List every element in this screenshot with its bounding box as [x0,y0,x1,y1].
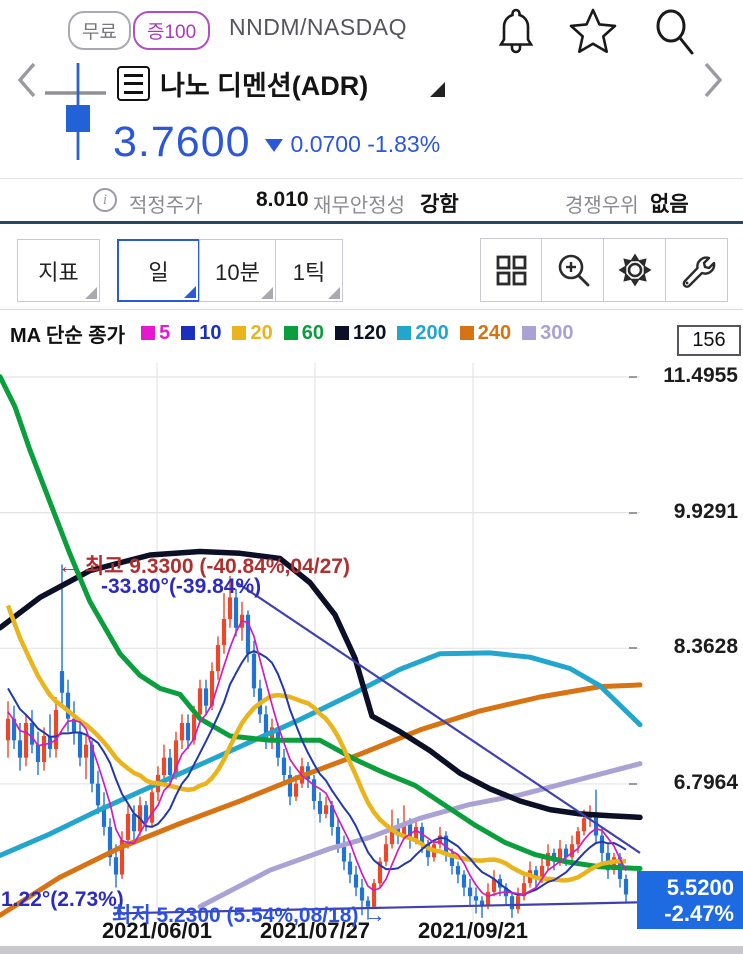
daily-interval-button[interactable]: 일 [117,239,200,302]
ma-period-label: 200 [415,321,449,344]
ma-legend-title: MA 단순 종가 [10,324,126,347]
low-annotation: 최저 5.2300 (5.54%,08/18) → [112,904,386,927]
prev-stock-chevron-icon[interactable] [14,60,40,100]
ma-legend-item-20: 20 [232,321,273,345]
up-angle-annotation: 1.22°(2.73%) [1,888,124,911]
stock-list-icon[interactable] [117,66,150,101]
divider [0,309,743,310]
next-stock-chevron-icon[interactable] [700,60,726,100]
margin-badge: 증100 [133,11,211,50]
zoom-in-icon[interactable] [542,238,604,302]
stock-name-dropdown-icon[interactable] [430,82,445,97]
badge-price: 5.5200 [666,875,734,900]
ma-legend-item-60: 60 [283,321,324,345]
ten-min-interval-button[interactable]: 10분 [199,239,276,302]
down-angle-annotation: -33.80°(-39.84%) [101,575,262,598]
price-row: 3.7600 0.0700 -1.83% [113,112,440,172]
one-tick-interval-button[interactable]: 1틱 [275,239,343,302]
search-icon[interactable] [647,6,699,58]
ticker-symbol: NNDM/NASDAQ [229,14,408,40]
ma-period-label: 60 [301,321,324,344]
y-axis-tick [629,376,637,378]
high-annotation: ← 최고 9.3300 (-40.84%,04/27) [58,555,350,578]
y-axis-label: 6.7964 [673,770,738,794]
settings-gear-icon[interactable] [604,238,666,302]
y-axis-label: 9.9291 [673,499,738,523]
price-down-arrow-icon [264,138,283,152]
notification-bell-icon[interactable] [493,6,539,58]
divider [0,178,743,179]
bottom-divider-bar [0,946,743,954]
top-bar: 무료 증100 NNDM/NASDAQ [0,0,743,58]
stability-label: 재무안정성 [313,195,405,217]
fair-price-label: 적정주가 [129,195,203,217]
price-chart[interactable] [0,355,743,948]
current-price: 3.7600 [113,117,251,166]
indicator-button[interactable]: 지표 [17,239,100,302]
badge-change: -2.47% [664,901,734,926]
ma-legend-item-120: 120 [334,321,387,345]
advantage-label: 경쟁우위 [565,195,639,217]
favorite-star-icon[interactable] [567,6,619,58]
fundamentals-row: i 적정주가 8.010 재무안정성 강함 경쟁우위 없음 [0,179,743,224]
ma-legend-item-300: 300 [522,322,573,345]
ma-period-label: 300 [540,321,574,344]
ma-color-chip [397,326,412,340]
price-change: 0.0700 -1.83% [290,130,441,157]
ma-legend-item-10: 10 [181,322,221,345]
ma-period-label: 5 [159,321,171,344]
ma-legend: MA 단순 종가 5 10 20 60 120 200 240 300 [10,318,584,348]
ma-color-chip [459,326,474,340]
layout-grid-icon[interactable] [480,238,542,302]
ma-period-label: 240 [477,321,512,344]
candlestick-logo-icon [44,60,108,164]
ma-color-chip [522,326,537,340]
chart-tools [480,238,728,302]
free-badge: 무료 [68,11,131,50]
current-price-badge: 5.5200 -2.47% [637,871,743,929]
x-axis-label: 2021/09/21 [417,918,529,943]
ma-legend-items: 5 10 20 60 120 200 240 300 [141,322,584,345]
advantage-value: 없음 [650,193,689,216]
ma-period-label: 10 [199,321,222,344]
y-axis-tick [629,647,637,650]
y-axis-label: 8.3628 [673,635,738,659]
x-axis-label: 2021/07/27 [259,918,371,943]
ma-legend-item-200: 200 [397,321,449,345]
ma-period-label: 20 [250,321,273,344]
info-icon[interactable]: i [93,188,117,212]
stock-name[interactable]: 나노 디멘션(ADR) [160,71,369,101]
stability-value: 강함 [420,193,459,216]
tools-wrench-icon[interactable] [666,238,728,302]
x-axis-label: 2021/06/01 [101,918,213,943]
ma-legend-item-240: 240 [459,321,512,345]
y-axis-label: 11.4955 [663,364,738,387]
ma-color-chip [283,326,298,340]
ma-legend-item-5: 5 [141,322,170,345]
ma-period-label: 120 [352,321,387,344]
ma-color-chip [334,326,349,340]
y-axis-tick [629,511,637,514]
y-axis-tick [629,782,637,785]
bar-count-box[interactable]: 156 [677,325,741,356]
ma-color-chip [181,326,196,340]
ma-color-chip [141,326,156,340]
fair-price-value: 8.010 [256,188,309,211]
ma-color-chip [232,326,247,340]
